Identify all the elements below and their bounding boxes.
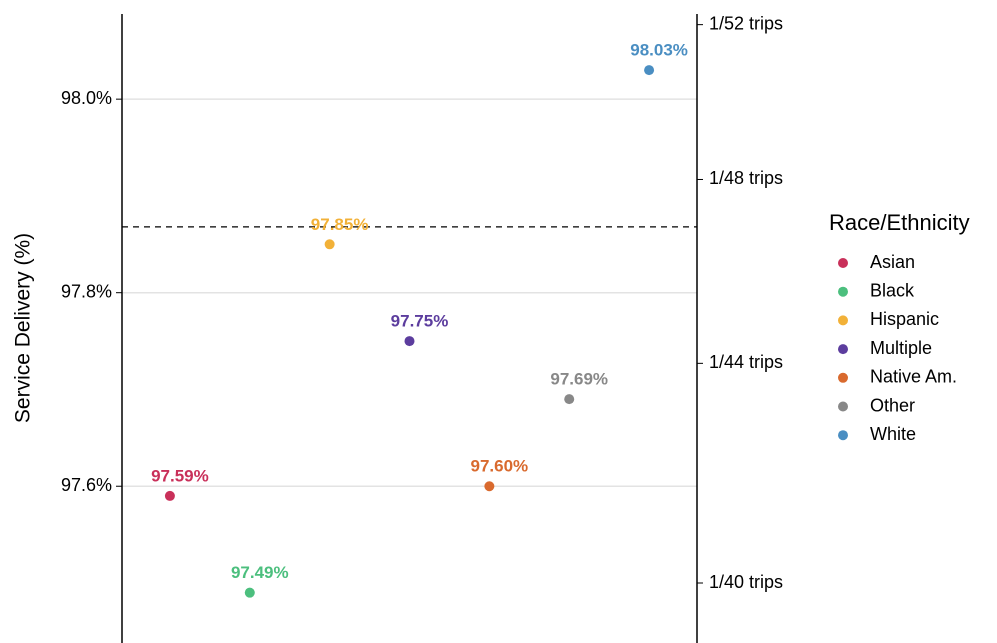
legend-marker [838, 372, 848, 383]
dot [484, 481, 495, 492]
legend-title: Race/Ethnicity [829, 210, 970, 235]
legend-label: Hispanic [870, 309, 939, 329]
value-label: 97.59% [151, 466, 209, 485]
legend-label: White [870, 424, 916, 444]
legend-marker [838, 430, 848, 441]
y-axis-label: Service Delivery (%) [12, 233, 35, 423]
dot [644, 65, 655, 76]
y-tick-label: 97.8% [61, 281, 112, 301]
value-label: 97.69% [550, 370, 608, 389]
legend-label: Black [870, 280, 915, 300]
dot [564, 394, 575, 405]
value-label: 97.60% [471, 457, 529, 476]
legend-marker [838, 344, 848, 355]
legend-label: Asian [870, 252, 915, 272]
dot [164, 490, 175, 501]
legend-marker [838, 258, 848, 268]
legend-marker [838, 401, 848, 412]
value-label: 97.85% [311, 215, 369, 234]
value-label: 98.03% [630, 41, 688, 60]
value-label: 97.75% [391, 312, 449, 331]
y2-tick-label: 1/40 trips [709, 572, 783, 592]
legend-label: Native Am. [870, 367, 957, 387]
legend-marker [838, 315, 848, 326]
legend-label: Multiple [870, 338, 932, 358]
y2-tick-label: 1/52 trips [709, 13, 783, 33]
y-tick-label: 97.6% [61, 475, 112, 495]
value-label: 97.49% [231, 563, 289, 582]
dot [404, 336, 415, 347]
dot [324, 239, 335, 250]
y2-tick-label: 1/48 trips [709, 168, 783, 188]
legend-label: Other [870, 395, 915, 415]
dot [244, 587, 255, 598]
legend-marker [838, 286, 848, 297]
y2-tick-label: 1/44 trips [709, 352, 783, 372]
y-tick-label: 98.0% [61, 88, 112, 108]
